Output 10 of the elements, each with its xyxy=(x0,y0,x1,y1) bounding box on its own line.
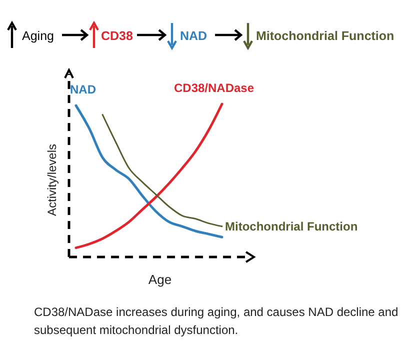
x-axis-title: Age xyxy=(148,272,172,287)
text: Aging xyxy=(22,29,54,43)
y-axis-title: Activity/levels xyxy=(45,144,59,216)
series-label: CD38/NADase xyxy=(174,81,254,95)
text: Mitochondrial Function xyxy=(256,29,394,43)
text: CD38 xyxy=(101,29,134,43)
text: NAD xyxy=(180,29,208,43)
series-label: NAD xyxy=(70,82,96,97)
text: CD38/NADase increases during aging, and causes NAD decline and subsequent mitochondrial dysfunction. xyxy=(34,305,398,337)
series-label: Mitochondrial Function xyxy=(225,219,358,234)
